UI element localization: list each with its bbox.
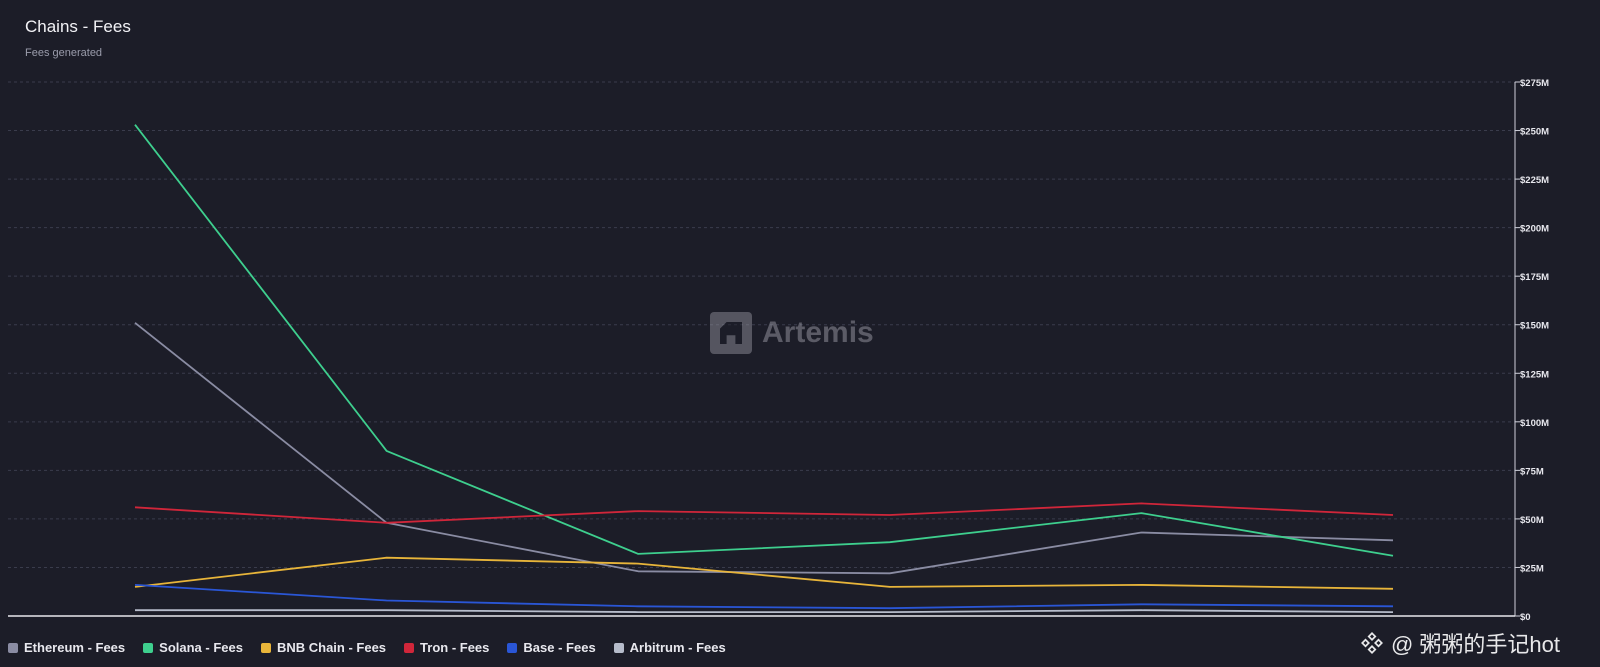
y-tick-label: $125M [1520,369,1549,380]
y-tick-label: $50M [1520,515,1544,526]
series-line-ethereum-fees [134,322,1394,575]
series-line-bnb-chain-fees [134,556,1394,590]
legend-swatch [143,642,154,653]
legend-item[interactable]: Ethereum - Fees [8,640,125,655]
y-tick-label: $0 [1520,612,1531,623]
legend-item[interactable]: Arbitrum - Fees [613,640,726,655]
legend-label: Base - Fees [523,640,596,655]
legend-swatch [404,642,415,653]
legend-item[interactable]: BNB Chain - Fees [260,640,387,655]
y-tick-label: $75M [1520,466,1544,477]
legend-swatch [613,642,624,653]
watermark-text: @ 粥粥的手记hot [1390,632,1560,657]
y-tick-label: $225M [1520,175,1549,186]
legend-item[interactable]: Solana - Fees [143,640,243,655]
y-tick-label: $25M [1520,563,1544,574]
y-tick-label: $150M [1520,321,1549,332]
legend-label: Solana - Fees [159,640,243,655]
artemis-logo-icon [710,312,752,354]
legend-swatch [507,642,518,653]
legend-label: BNB Chain - Fees [276,640,387,655]
y-tick-label: $200M [1520,224,1549,235]
series-line-arbitrum-fees [135,609,1394,613]
y-tick-label: $100M [1520,418,1549,429]
binance-square-icon [1360,632,1383,654]
chart-subtitle: Fees generated [25,47,103,59]
legend-label: Arbitrum - Fees [629,640,726,655]
series-line-solana-fees [134,124,1394,557]
source-watermark: @ 粥粥的手记hot [1359,627,1560,659]
chart-legend: Ethereum - Fees Solana - Fees BNB Chain - … [8,640,726,655]
legend-item[interactable]: Base - Fees [507,640,596,655]
legend-swatch [8,642,18,653]
legend-item[interactable]: Tron - Fees [404,640,489,655]
legend-label: Tron - Fees [420,640,490,655]
legend-swatch [260,642,271,653]
artemis-logo-text: Artemis [762,316,874,349]
series-line-base-fees [134,584,1394,610]
y-tick-label: $250M [1520,127,1549,138]
series-line-tron-fees [134,502,1394,524]
chart-title: Chains - Fees [25,17,131,36]
y-tick-label: $275M [1520,78,1549,89]
artemis-logo: Artemis [710,312,874,354]
legend-label: Ethereum - Fees [24,640,126,655]
y-tick-label: $175M [1520,272,1549,283]
